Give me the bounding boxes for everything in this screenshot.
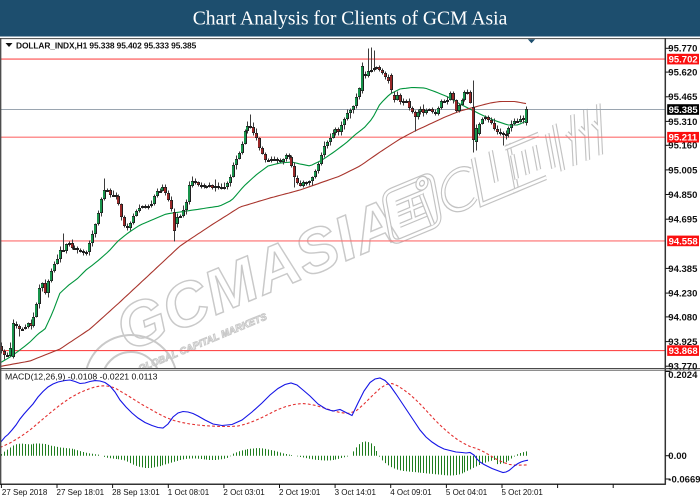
svg-text:DOLLAR_INDX,H1 95.338 95.402: DOLLAR_INDX,H1 95.338 95.402 95.333 95.3… [16, 41, 197, 51]
svg-text:93.925: 93.925 [668, 337, 698, 348]
svg-text:0.00: 0.00 [668, 451, 687, 462]
svg-text:MACD(12,26,9) -0.0108 -0.0221: MACD(12,26,9) -0.0108 -0.0221 0.0113 [5, 372, 158, 382]
svg-text:94.850: 94.850 [668, 190, 697, 201]
svg-text:95.770: 95.770 [668, 44, 697, 55]
svg-text:Chart Analysis for Clients of: Chart Analysis for Clients of GCM Asia [193, 9, 508, 30]
svg-text:94.385: 94.385 [668, 264, 698, 275]
svg-text:94.230: 94.230 [668, 289, 697, 300]
svg-text:5 Oct 20:01: 5 Oct 20:01 [502, 488, 544, 497]
svg-text:95.005: 95.005 [668, 165, 698, 176]
svg-text:28 Sep 13:01: 28 Sep 13:01 [112, 488, 160, 497]
svg-text:95.465: 95.465 [668, 92, 698, 103]
svg-text:27 Sep 18:01: 27 Sep 18:01 [57, 488, 105, 497]
svg-text:93.868: 93.868 [669, 346, 698, 357]
svg-text:0.2024: 0.2024 [668, 370, 698, 381]
svg-text:3 Oct 14:01: 3 Oct 14:01 [335, 488, 377, 497]
svg-text:94.695: 94.695 [668, 215, 698, 226]
svg-text:95.702: 95.702 [669, 55, 698, 66]
svg-text:4 Oct 09:01: 4 Oct 09:01 [390, 488, 432, 497]
svg-text:95.310: 95.310 [668, 117, 697, 128]
svg-text:2 Oct 19:01: 2 Oct 19:01 [279, 488, 321, 497]
svg-text:95.211: 95.211 [669, 133, 698, 144]
svg-text:95.160: 95.160 [668, 141, 697, 152]
svg-text:95.620: 95.620 [668, 68, 697, 79]
svg-text:95.385: 95.385 [669, 105, 699, 116]
svg-text:93.770: 93.770 [668, 362, 697, 373]
svg-text:2 Oct 03:01: 2 Oct 03:01 [223, 488, 265, 497]
svg-text:27 Sep 2018: 27 Sep 2018 [2, 488, 48, 497]
svg-text:1 Oct 08:01: 1 Oct 08:01 [168, 488, 210, 497]
svg-text:5 Oct 04:01: 5 Oct 04:01 [446, 488, 488, 497]
svg-text:-0.0669: -0.0669 [668, 474, 700, 485]
svg-text:94.080: 94.080 [668, 312, 697, 323]
svg-text:94.558: 94.558 [669, 236, 698, 247]
